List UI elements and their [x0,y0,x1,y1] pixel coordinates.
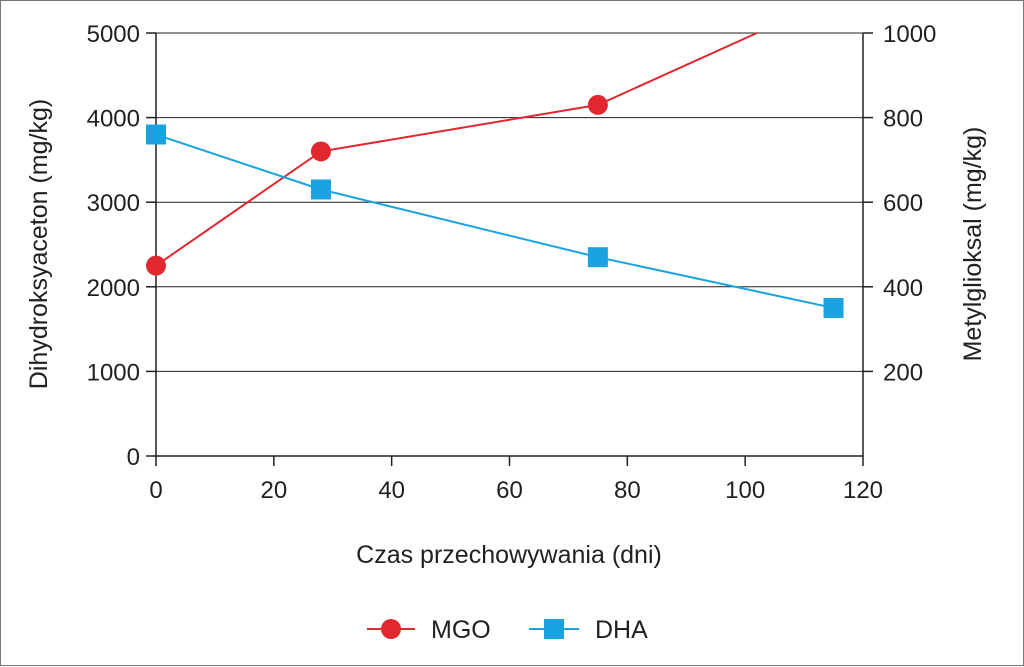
left-y-tick-label-1000: 1000 [87,359,140,386]
point-dha-1 [310,179,331,200]
series-line-dha [155,133,834,309]
legend-item-dha: DHA [529,616,648,644]
legend-mgo-marker [381,619,401,639]
legend: MGO DHA [367,616,648,644]
left-y-tick-label-3000: 3000 [87,190,140,217]
legend-mgo-label: MGO [431,616,491,644]
x-tick-label-40: 40 [378,477,405,504]
point-dha-3 [823,297,844,318]
point-dha-0 [146,124,166,145]
right-y-tick-label-600: 600 [883,190,923,217]
point-mgo-2 [587,94,608,115]
x-tick-label-20: 20 [260,477,287,504]
left-y-axis-title: Dihydroksyaceton (mg/kg) [25,99,53,389]
x-tick-label-60: 60 [496,477,523,504]
right-y-tick-label-800: 800 [883,106,923,133]
legend-dha-marker [544,619,564,639]
right-y-tick-label-400: 400 [883,275,923,302]
grid-lines [156,32,863,372]
right-y-tick-label-200: 200 [883,359,923,386]
axes [146,32,873,466]
point-mgo-0 [146,255,166,276]
series-line-mgo [155,32,758,267]
point-dha-2 [587,247,608,268]
legend-item-mgo: MGO [367,616,491,644]
left-y-tick-label-4000: 4000 [87,106,140,133]
series-markers [146,94,844,318]
left-y-tick-label-5000: 5000 [87,21,140,48]
x-tick-label-100: 100 [725,477,765,504]
tick-labels: 0 20 40 60 80 100 120 0 1000 2000 3000 4000 5000 200 4… [87,21,937,504]
x-tick-label-120: 120 [843,477,883,504]
x-axis-title: Czas przechowywania (dni) [356,541,662,569]
right-y-axis-title: Metylglioksal (mg/kg) [959,127,987,362]
legend-dha-label: DHA [595,616,648,644]
point-mgo-1 [310,141,331,162]
left-y-tick-label-2000: 2000 [87,275,140,302]
left-y-tick-label-0: 0 [127,444,140,471]
x-tick-label-80: 80 [614,477,641,504]
x-tick-label-0: 0 [149,477,162,504]
right-y-tick-label-1000: 1000 [883,21,936,48]
series-lines [155,32,834,309]
